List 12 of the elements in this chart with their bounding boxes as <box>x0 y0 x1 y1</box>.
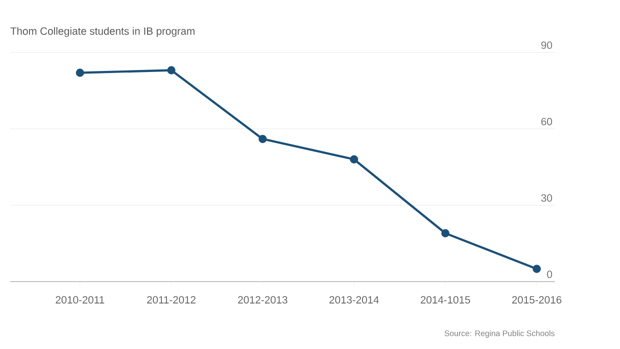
chart-title: Thom Collegiate students in IB program <box>10 27 194 37</box>
x-tick-label: 2011-2012 <box>147 296 196 304</box>
y-tick-label: 60 <box>541 118 552 126</box>
x-tick-label: 2013-2014 <box>329 296 379 304</box>
x-tick-label: 2014-1015 <box>420 296 470 304</box>
source-note: Source: Regina Public Schools <box>444 330 555 338</box>
y-tick-label: 90 <box>541 41 552 49</box>
x-tick-label: 2015-2016 <box>512 296 562 304</box>
y-tick-label: 0 <box>547 270 552 278</box>
x-tick-label: 2012-2013 <box>238 296 288 304</box>
x-tick-label: 2010-2011 <box>56 296 104 304</box>
y-tick-label: 30 <box>541 194 552 202</box>
